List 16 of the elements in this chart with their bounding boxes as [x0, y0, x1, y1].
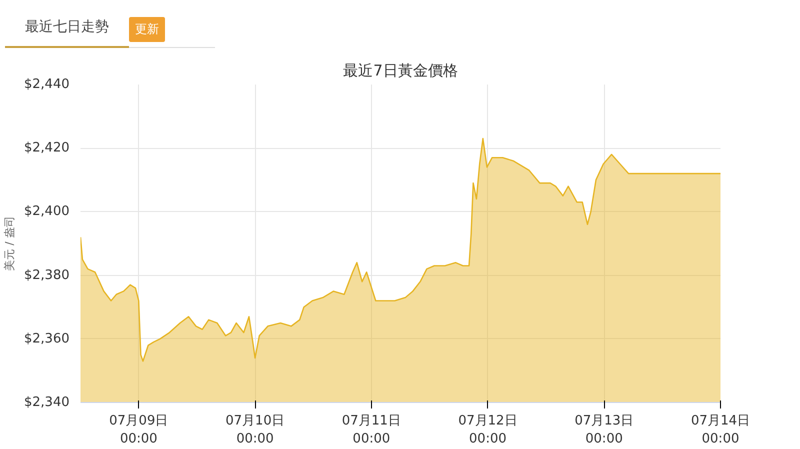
y-tick-label: $2,380	[24, 268, 70, 283]
y-tick-label: $2,440	[24, 77, 70, 92]
text: 最近七日走勢	[5, 5, 129, 48]
y-axis-title: 美元 / 盎司	[3, 216, 16, 271]
x-tick-label: 07月11日 00:00	[342, 414, 401, 446]
y-tick-label: $2,340	[24, 395, 70, 410]
y-tick-label: $2,360	[24, 331, 70, 346]
x-tick-label: 07月12日 00:00	[458, 414, 518, 446]
x-tick-label: 07月13日 00:00	[574, 414, 634, 446]
y-tick-label: $2,420	[24, 140, 70, 156]
chart-title: 最近7日黃金價格	[343, 62, 458, 80]
x-tick-label: 07月09日 00:00	[109, 414, 168, 446]
y-tick-label: $2,400	[24, 204, 70, 220]
x-tick-label: 07月14日 00:00	[690, 414, 750, 446]
x-tick-label: 07月10日 00:00	[226, 414, 285, 446]
text: 更新	[129, 17, 165, 42]
